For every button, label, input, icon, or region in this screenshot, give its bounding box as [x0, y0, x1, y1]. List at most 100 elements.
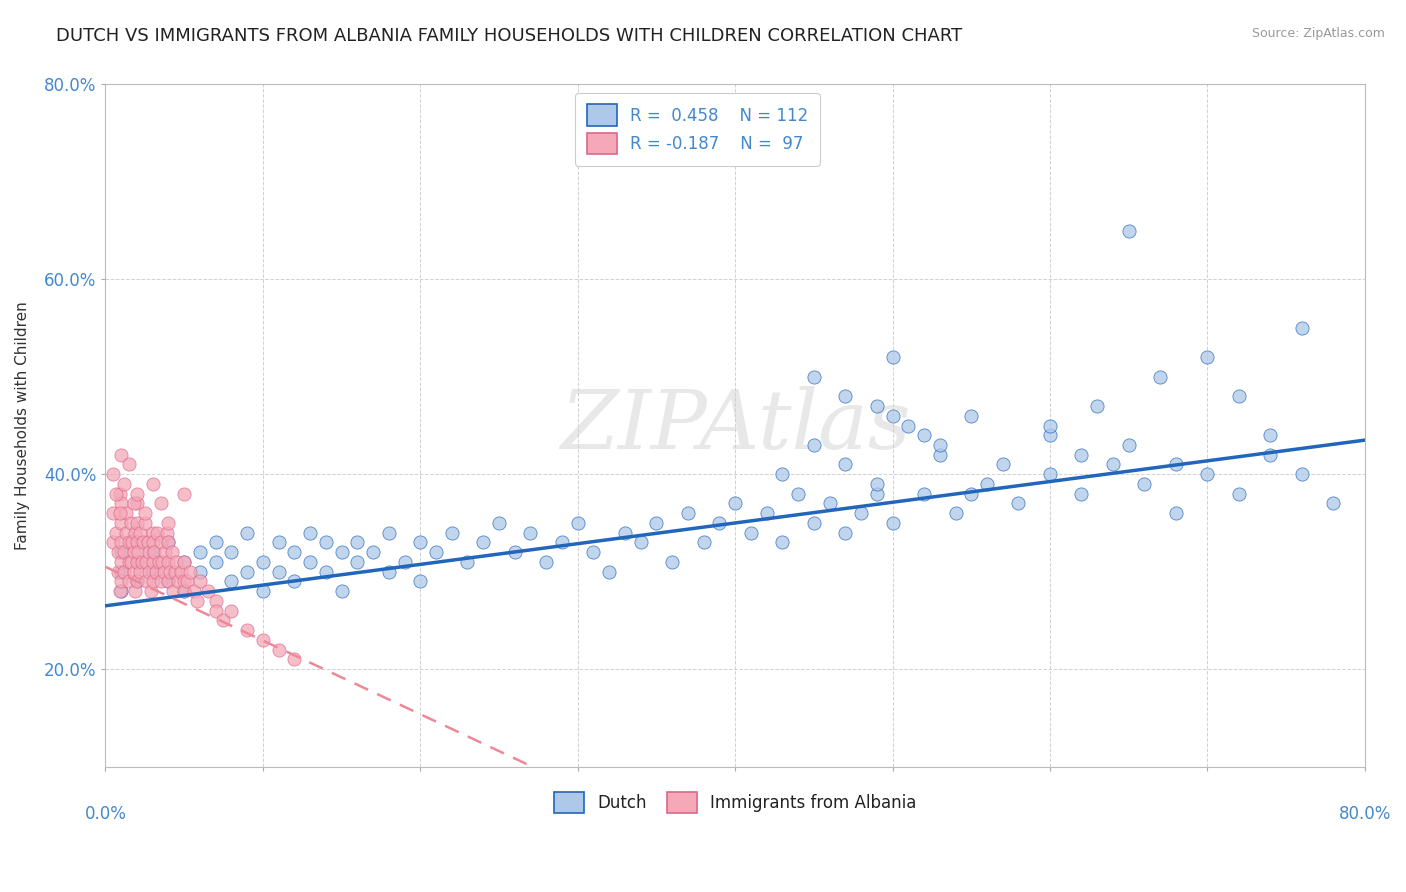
Point	[162, 584, 184, 599]
Point	[236, 525, 259, 540]
Point	[131, 555, 153, 569]
Point	[1039, 467, 1062, 482]
Point	[928, 448, 950, 462]
Point	[173, 555, 195, 569]
Point	[834, 389, 856, 403]
Point	[136, 535, 159, 549]
Point	[299, 525, 322, 540]
Point	[267, 535, 290, 549]
Y-axis label: Family Households with Children: Family Households with Children	[15, 301, 30, 549]
Point	[315, 565, 337, 579]
Point	[157, 574, 180, 589]
Point	[118, 574, 141, 589]
Point	[440, 525, 463, 540]
Point	[149, 535, 172, 549]
Text: DUTCH VS IMMIGRANTS FROM ALBANIA FAMILY HOUSEHOLDS WITH CHILDREN CORRELATION CHA: DUTCH VS IMMIGRANTS FROM ALBANIA FAMILY …	[56, 27, 963, 45]
Point	[991, 458, 1014, 472]
Point	[897, 418, 920, 433]
Point	[567, 516, 589, 530]
Point	[866, 399, 889, 413]
Point	[105, 487, 128, 501]
Point	[129, 525, 152, 540]
Point	[221, 545, 243, 559]
Point	[1322, 496, 1344, 510]
Point	[755, 506, 778, 520]
Point	[1291, 321, 1313, 335]
Point	[120, 555, 142, 569]
Point	[330, 545, 353, 559]
Point	[142, 545, 165, 559]
Point	[110, 565, 132, 579]
Point	[110, 516, 132, 530]
Point	[1118, 438, 1140, 452]
Point	[138, 545, 160, 559]
Point	[157, 516, 180, 530]
Point	[118, 458, 141, 472]
Point	[142, 535, 165, 549]
Point	[378, 525, 401, 540]
Point	[1227, 389, 1250, 403]
Point	[834, 458, 856, 472]
Point	[163, 565, 186, 579]
Point	[252, 632, 274, 647]
Point	[709, 516, 731, 530]
Point	[1164, 506, 1187, 520]
Point	[125, 487, 148, 501]
Point	[692, 535, 714, 549]
Point	[152, 565, 174, 579]
Point	[613, 525, 636, 540]
Point	[740, 525, 762, 540]
Point	[803, 369, 825, 384]
Point	[204, 604, 226, 618]
Point	[122, 565, 145, 579]
Point	[630, 535, 652, 549]
Point	[183, 584, 205, 599]
Point	[125, 535, 148, 549]
Point	[103, 506, 125, 520]
Point	[155, 545, 177, 559]
Point	[107, 545, 129, 559]
Point	[138, 565, 160, 579]
Point	[125, 555, 148, 569]
Point	[186, 594, 208, 608]
Point	[166, 574, 188, 589]
Point	[818, 496, 841, 510]
Point	[866, 477, 889, 491]
Point	[551, 535, 574, 549]
Point	[204, 594, 226, 608]
Point	[912, 428, 935, 442]
Point	[173, 555, 195, 569]
Point	[267, 565, 290, 579]
Point	[361, 545, 384, 559]
Point	[120, 516, 142, 530]
Point	[472, 535, 495, 549]
Point	[770, 535, 793, 549]
Point	[112, 477, 135, 491]
Point	[176, 574, 198, 589]
Point	[142, 574, 165, 589]
Point	[146, 525, 169, 540]
Point	[299, 555, 322, 569]
Point	[134, 516, 156, 530]
Point	[110, 448, 132, 462]
Point	[1118, 224, 1140, 238]
Point	[145, 565, 167, 579]
Point	[1260, 428, 1282, 442]
Point	[188, 574, 211, 589]
Text: 0.0%: 0.0%	[84, 805, 127, 823]
Point	[122, 545, 145, 559]
Point	[112, 545, 135, 559]
Point	[770, 467, 793, 482]
Point	[330, 584, 353, 599]
Legend: Dutch, Immigrants from Albania: Dutch, Immigrants from Albania	[547, 785, 924, 820]
Point	[127, 545, 149, 559]
Point	[236, 623, 259, 637]
Point	[1007, 496, 1029, 510]
Point	[204, 535, 226, 549]
Point	[125, 574, 148, 589]
Point	[1197, 467, 1219, 482]
Point	[834, 525, 856, 540]
Point	[122, 496, 145, 510]
Point	[204, 555, 226, 569]
Point	[676, 506, 699, 520]
